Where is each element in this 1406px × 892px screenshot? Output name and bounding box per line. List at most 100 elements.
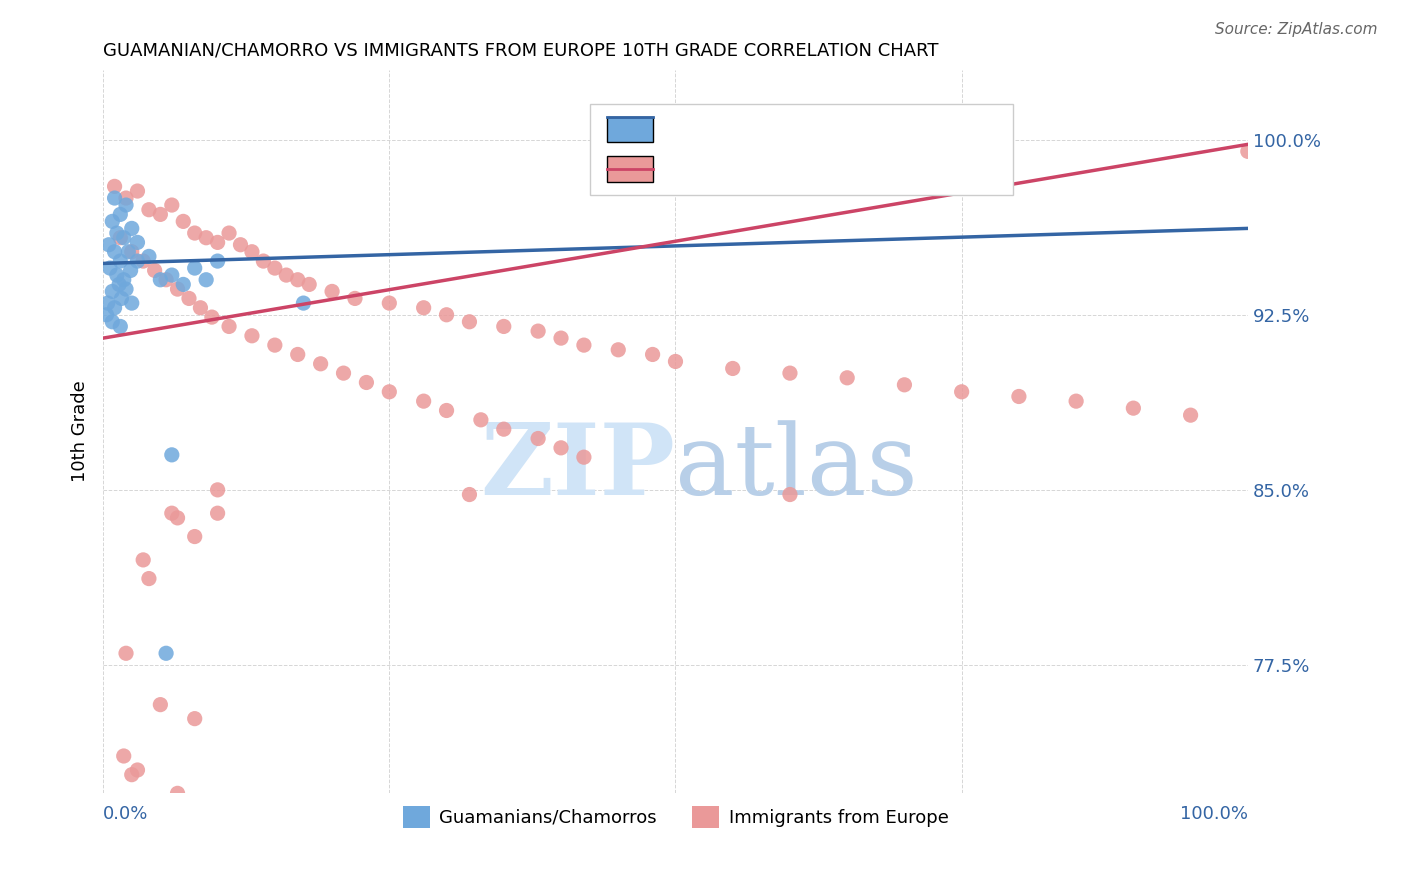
Point bbox=[110, 319, 132, 334]
Point bbox=[183, 261, 205, 276]
Point bbox=[110, 254, 132, 268]
Text: 100.0%: 100.0% bbox=[1180, 805, 1249, 823]
Point bbox=[287, 347, 309, 361]
Text: 0.0%: 0.0% bbox=[103, 805, 149, 823]
Point bbox=[105, 268, 128, 282]
Point bbox=[298, 277, 321, 292]
Point bbox=[287, 273, 309, 287]
FancyBboxPatch shape bbox=[589, 104, 1014, 194]
Point bbox=[127, 763, 149, 777]
Point bbox=[149, 273, 172, 287]
Text: atlas: atlas bbox=[675, 420, 918, 516]
Point bbox=[332, 366, 354, 380]
Point bbox=[1008, 389, 1031, 403]
Point bbox=[166, 786, 188, 800]
Point bbox=[177, 292, 200, 306]
Point bbox=[172, 214, 194, 228]
Point bbox=[127, 184, 149, 198]
Point bbox=[527, 432, 550, 446]
Point bbox=[1237, 145, 1260, 159]
Point bbox=[550, 441, 572, 455]
Point bbox=[263, 338, 285, 352]
Point bbox=[115, 191, 138, 205]
Point bbox=[97, 237, 120, 252]
Point bbox=[343, 292, 366, 306]
Point bbox=[201, 310, 224, 325]
Point bbox=[1180, 408, 1202, 422]
Point bbox=[458, 315, 481, 329]
Point bbox=[664, 354, 686, 368]
Point bbox=[572, 338, 595, 352]
Point bbox=[138, 572, 160, 586]
Point bbox=[121, 296, 143, 310]
Point bbox=[492, 319, 515, 334]
Point bbox=[229, 237, 252, 252]
Point bbox=[117, 244, 139, 259]
Point bbox=[436, 308, 458, 322]
Point bbox=[190, 301, 212, 315]
FancyBboxPatch shape bbox=[607, 117, 652, 142]
Point bbox=[492, 422, 515, 436]
Point bbox=[1064, 394, 1087, 409]
Point bbox=[183, 530, 205, 544]
Point bbox=[120, 263, 142, 277]
Point bbox=[149, 698, 172, 712]
Point bbox=[155, 273, 177, 287]
Point bbox=[779, 487, 801, 501]
Legend: Guamanians/Chamorros, Immigrants from Europe: Guamanians/Chamorros, Immigrants from Eu… bbox=[395, 798, 956, 835]
Text: Source: ZipAtlas.com: Source: ZipAtlas.com bbox=[1215, 22, 1378, 37]
Point bbox=[1122, 401, 1144, 416]
Point bbox=[127, 254, 149, 268]
Point bbox=[108, 277, 131, 292]
Point bbox=[412, 394, 434, 409]
Point bbox=[641, 347, 664, 361]
Point bbox=[115, 646, 138, 660]
Point bbox=[132, 553, 155, 567]
Point bbox=[458, 487, 481, 501]
Text: R = 0.355   N = 80: R = 0.355 N = 80 bbox=[669, 160, 855, 178]
Point bbox=[103, 244, 125, 259]
Point bbox=[436, 403, 458, 417]
Point bbox=[110, 292, 132, 306]
Point bbox=[160, 448, 183, 462]
Point bbox=[263, 261, 285, 276]
Point bbox=[207, 506, 229, 520]
Point bbox=[101, 315, 124, 329]
Text: R = 0.184   N = 37: R = 0.184 N = 37 bbox=[669, 108, 855, 126]
Point bbox=[105, 226, 128, 240]
Point bbox=[550, 331, 572, 345]
Point bbox=[101, 214, 124, 228]
Point bbox=[110, 231, 132, 245]
Point bbox=[183, 712, 205, 726]
Point bbox=[149, 207, 172, 221]
Point bbox=[112, 749, 135, 764]
Point bbox=[321, 285, 343, 299]
Point bbox=[138, 249, 160, 263]
Point bbox=[240, 328, 263, 343]
Point bbox=[207, 235, 229, 250]
Point bbox=[309, 357, 332, 371]
Point bbox=[252, 254, 274, 268]
Point bbox=[240, 244, 263, 259]
Point bbox=[160, 198, 183, 212]
Point bbox=[121, 221, 143, 235]
Point bbox=[893, 377, 915, 392]
Point bbox=[470, 413, 492, 427]
Point bbox=[160, 506, 183, 520]
Point bbox=[155, 646, 177, 660]
Point bbox=[172, 277, 194, 292]
Text: ZIP: ZIP bbox=[481, 419, 675, 516]
Point bbox=[207, 254, 229, 268]
Point bbox=[121, 767, 143, 781]
Point bbox=[292, 296, 315, 310]
Point bbox=[950, 384, 973, 399]
Point bbox=[121, 244, 143, 259]
Point bbox=[195, 273, 218, 287]
Point bbox=[721, 361, 744, 376]
Point bbox=[101, 285, 124, 299]
Point bbox=[183, 226, 205, 240]
FancyBboxPatch shape bbox=[607, 156, 652, 182]
Point bbox=[607, 343, 630, 357]
Point bbox=[356, 376, 378, 390]
Point bbox=[195, 231, 218, 245]
